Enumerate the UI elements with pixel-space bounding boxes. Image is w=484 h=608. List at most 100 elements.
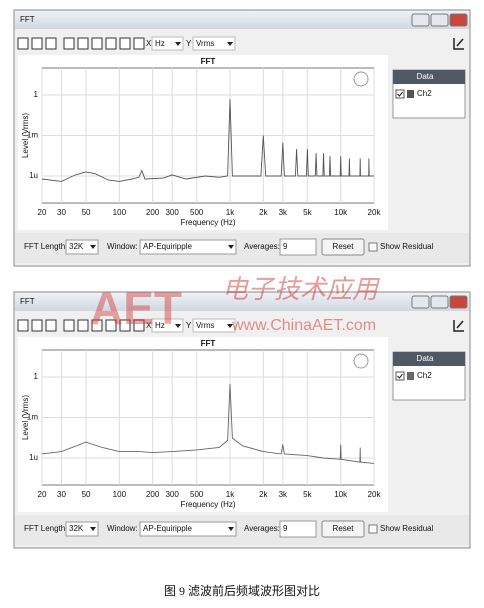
x-tick-label: 20k: [368, 490, 382, 499]
dropdown-arrow: [175, 324, 181, 328]
averages-spinner[interactable]: [279, 520, 317, 538]
window-title: FFT: [20, 15, 35, 24]
x-tick-label: 1k: [226, 208, 235, 217]
fft-length-label: FFT Length:: [24, 242, 67, 251]
show-residual-checkbox[interactable]: [368, 242, 378, 252]
x-tick-label: 2k: [259, 208, 268, 217]
legend-header: [393, 70, 465, 84]
title-bar: [15, 11, 469, 29]
legend-title: Data: [417, 354, 434, 363]
x-tick-label: 100: [113, 208, 127, 217]
legend-entry: Ch2: [417, 371, 432, 380]
restore-button[interactable]: [430, 295, 449, 309]
y-unit: Vrms: [196, 321, 214, 330]
y-unit-dropdown[interactable]: [192, 318, 236, 333]
checkmark: [397, 91, 403, 97]
y-tick-label: 1m: [27, 131, 38, 140]
close-button[interactable]: [449, 13, 468, 27]
spectrum-line: [41, 99, 374, 182]
fft-length-dropdown[interactable]: [65, 521, 99, 537]
restore-button[interactable]: [430, 13, 449, 27]
checkmark: [397, 373, 403, 379]
x-tick-label: 20k: [368, 208, 382, 217]
averages-value: 9: [283, 524, 288, 533]
y-tick-label: 1: [34, 372, 39, 381]
window-label: Window:: [107, 524, 138, 533]
x-unit: Hz: [155, 321, 165, 330]
watermark-name: 电子技术应用: [222, 275, 381, 304]
legend-title: Data: [417, 72, 434, 81]
toolbar-icon[interactable]: [45, 319, 57, 332]
x-tick-label: 50: [82, 490, 91, 499]
minimize-button[interactable]: [411, 295, 430, 309]
legend-checkbox[interactable]: [395, 371, 405, 381]
fft-length-label: FFT Length:: [24, 524, 67, 533]
toolbar-icon[interactable]: [105, 37, 117, 50]
toolbar-icon[interactable]: [105, 319, 117, 332]
toolbar-icon[interactable]: [119, 319, 131, 332]
dropdown-arrow: [228, 527, 234, 531]
toolbar-icon[interactable]: [77, 37, 89, 50]
show-residual-label: Show Residual: [380, 242, 434, 251]
chart-title: FFT: [201, 339, 216, 348]
toolbar-icon[interactable]: [133, 37, 145, 50]
close-button[interactable]: [449, 295, 468, 309]
y-unit-dropdown[interactable]: [192, 36, 236, 51]
x-unit-dropdown[interactable]: [151, 36, 184, 51]
x-tick-label: 20: [38, 490, 47, 499]
window-label: Window:: [107, 242, 138, 251]
toolbar-icon[interactable]: [63, 37, 75, 50]
x-tick-label: 500: [190, 208, 204, 217]
x-tick-label: 500: [190, 490, 204, 499]
toolbar-icon[interactable]: [77, 319, 89, 332]
toolbar-icon[interactable]: [119, 37, 131, 50]
toolbar-icon[interactable]: [17, 37, 29, 50]
toolbar-icon[interactable]: [63, 319, 75, 332]
x-axis-label: X: [146, 321, 152, 330]
x-unit-dropdown[interactable]: [151, 318, 184, 333]
edit-icon[interactable]: [453, 320, 464, 332]
legend-swatch: [407, 372, 414, 380]
x-tick-label: 30: [57, 490, 66, 499]
fft-length: 32K: [69, 242, 84, 251]
averages-value: 9: [283, 242, 288, 251]
x-tick-label: 10k: [334, 208, 348, 217]
reset-label: Reset: [333, 242, 355, 251]
toolbar-icon[interactable]: [45, 37, 57, 50]
minimize-button[interactable]: [411, 13, 430, 27]
window-function: AP-Equiripple: [143, 524, 192, 533]
averages-spinner[interactable]: [279, 238, 317, 256]
edit-icon[interactable]: [453, 38, 464, 50]
reset-button[interactable]: [321, 520, 365, 538]
legend-checkbox[interactable]: [395, 89, 405, 99]
x-tick-label: 300: [165, 490, 179, 499]
x-tick-label: 300: [165, 208, 179, 217]
spectrum-line: [41, 384, 375, 464]
x-tick-label: 1k: [226, 490, 235, 499]
dropdown-arrow: [228, 245, 234, 249]
toolbar-icon[interactable]: [31, 319, 43, 332]
window-dropdown[interactable]: [139, 239, 237, 255]
toolbar-icon[interactable]: [91, 319, 103, 332]
toolbar-icon[interactable]: [17, 319, 29, 332]
fft-length-dropdown[interactable]: [65, 239, 99, 255]
x-tick-label: 5k: [303, 490, 312, 499]
y-tick-label: 1: [34, 90, 39, 99]
window-dropdown[interactable]: [139, 521, 237, 537]
reset-button[interactable]: [321, 238, 365, 256]
show-residual-checkbox[interactable]: [368, 524, 378, 534]
legend-swatch: [407, 90, 414, 98]
toolbar-icon[interactable]: [91, 37, 103, 50]
y-unit: Vrms: [196, 39, 214, 48]
legend-entry: Ch2: [417, 89, 432, 98]
toolbar-icon[interactable]: [31, 37, 43, 50]
legend-header: [393, 352, 465, 366]
toolbar-icon[interactable]: [133, 319, 145, 332]
x-tick-label: 50: [82, 208, 91, 217]
dropdown-arrow: [175, 42, 181, 46]
y-axis-label: Y: [186, 39, 192, 48]
x-axis-title: Frequency (Hz): [180, 218, 235, 227]
x-axis-title: Frequency (Hz): [180, 500, 235, 509]
x-tick-label: 3k: [279, 208, 288, 217]
